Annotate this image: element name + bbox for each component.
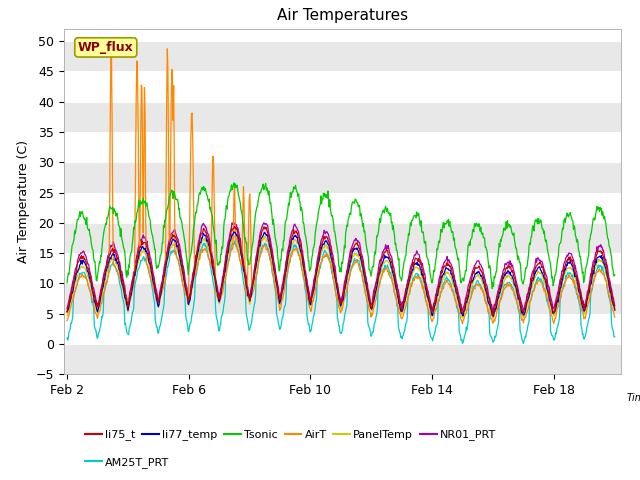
Bar [64,162,621,192]
Text: Time: Time [627,394,640,403]
Bar [64,41,621,71]
Bar [64,102,621,132]
Title: Air Temperatures: Air Temperatures [277,9,408,24]
Text: WP_flux: WP_flux [78,41,134,54]
Bar [64,223,621,253]
Y-axis label: Air Temperature (C): Air Temperature (C) [17,140,30,263]
Legend: AM25T_PRT: AM25T_PRT [81,453,174,472]
Bar [64,344,621,374]
Bar [64,284,621,314]
